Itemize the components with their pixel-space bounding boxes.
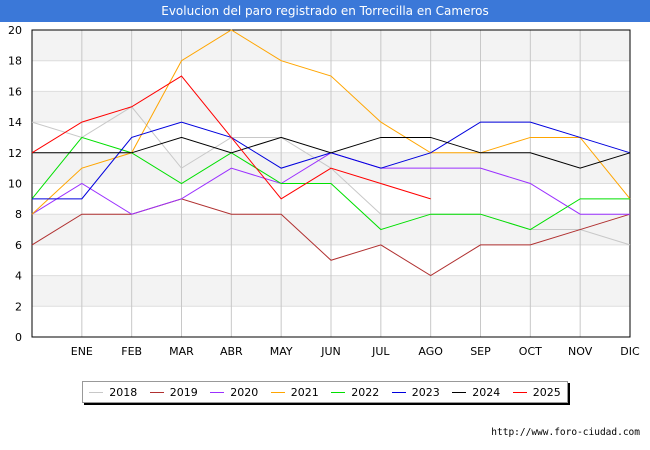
legend-label: 2019	[169, 385, 198, 399]
x-tick-label: NOV	[568, 345, 593, 358]
legend-label: 2018	[109, 385, 138, 399]
y-tick-label: 8	[15, 208, 22, 221]
legend-label: 2021	[290, 385, 319, 399]
x-tick-labels: ENE FEB MAR ABR MAY JUN JUL AGO SEP OCT NOV DIC	[71, 345, 640, 358]
x-tick-label: ABR	[220, 345, 243, 358]
plot-frame	[31, 29, 631, 338]
legend-item-2024: 2024	[452, 386, 500, 399]
legend-label: 2025	[532, 385, 561, 399]
x-tick-label: OCT	[519, 345, 542, 358]
legend-label: 2020	[230, 385, 259, 399]
series-lines	[31, 29, 631, 277]
y-tick-label: 18	[8, 55, 22, 68]
legend-item-2023: 2023	[391, 385, 440, 399]
legend-swatch	[452, 391, 467, 393]
legend-swatch	[512, 391, 527, 393]
x-tick-label: SEP	[470, 345, 491, 358]
y-tick-labels: 0 2 4 6 8 10 12 14 16 18 20	[8, 24, 22, 344]
source-url: http://www.foro-ciudad.com	[491, 427, 640, 438]
legend-label: 2023	[411, 385, 440, 399]
x-tick-label: MAY	[270, 345, 293, 358]
y-tick-label: 0	[15, 331, 22, 344]
chart-title: Evolucion del paro registrado en Torreci…	[0, 0, 650, 22]
y-tick-label: 14	[8, 116, 22, 129]
y-tick-label: 6	[15, 239, 22, 252]
y-tick-label: 12	[8, 147, 22, 160]
x-tick-label: MAR	[169, 345, 194, 358]
legend-label: 2024	[472, 385, 501, 399]
series-line-2025	[31, 75, 431, 200]
y-tick-label: 4	[15, 270, 22, 283]
legend-swatch	[270, 391, 285, 393]
legend-item-2022: 2022	[331, 386, 379, 399]
x-tick-label: FEB	[121, 345, 142, 358]
y-tick-label: 16	[8, 85, 22, 98]
x-tick-label: JUL	[371, 345, 390, 358]
legend-swatch	[391, 391, 406, 393]
legend-swatch	[89, 391, 104, 393]
series-line-2024	[32, 136, 631, 169]
y-tick-label: 2	[15, 300, 22, 313]
chart-legend: 2018 2019 2020 2021 2022 2023 2024 2025	[82, 381, 568, 403]
legend-item-2019: 2019	[149, 385, 198, 399]
legend-item-2020: 2020	[210, 386, 258, 399]
x-tick-label: JUN	[320, 345, 341, 358]
y-tick-label: 10	[8, 178, 22, 191]
legend-label: 2022	[351, 385, 380, 399]
legend-swatch	[331, 391, 346, 393]
legend-item-2025: 2025	[512, 385, 561, 399]
legend-item-2018: 2018	[89, 386, 137, 399]
x-tick-label: DIC	[620, 345, 640, 358]
y-tick-label: 20	[8, 24, 22, 37]
x-tick-label: ENE	[71, 345, 93, 358]
legend-item-2021: 2021	[270, 385, 319, 399]
legend-swatch	[210, 391, 225, 393]
x-tick-label: AGO	[418, 345, 443, 358]
legend-swatch	[149, 391, 164, 393]
